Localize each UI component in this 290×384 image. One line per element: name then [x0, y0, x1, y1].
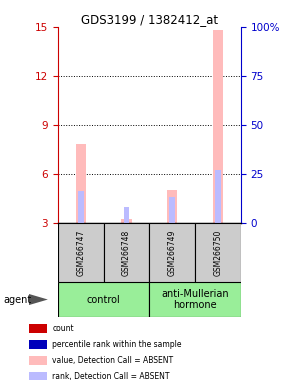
Bar [149, 223, 195, 282]
Text: GSM266749: GSM266749 [168, 229, 177, 276]
Bar [76, 144, 86, 223]
Bar [213, 30, 223, 223]
Bar [78, 191, 84, 223]
Bar [169, 197, 175, 223]
Bar [124, 207, 129, 223]
Bar [122, 220, 132, 223]
Bar [29, 372, 47, 381]
Bar [149, 282, 241, 317]
Text: percentile rank within the sample: percentile rank within the sample [52, 340, 182, 349]
Polygon shape [29, 294, 48, 305]
Bar [195, 223, 241, 282]
Bar [104, 223, 149, 282]
Text: rank, Detection Call = ABSENT: rank, Detection Call = ABSENT [52, 372, 170, 381]
Text: agent: agent [3, 295, 31, 305]
Bar [29, 324, 47, 333]
Text: value, Detection Call = ABSENT: value, Detection Call = ABSENT [52, 356, 173, 365]
Title: GDS3199 / 1382412_at: GDS3199 / 1382412_at [81, 13, 218, 26]
Text: GSM266750: GSM266750 [213, 229, 222, 276]
Bar [215, 170, 221, 223]
Bar [58, 282, 149, 317]
Text: count: count [52, 324, 74, 333]
Bar [29, 340, 47, 349]
Text: GSM266748: GSM266748 [122, 229, 131, 276]
Bar [58, 223, 104, 282]
Text: GSM266747: GSM266747 [76, 229, 85, 276]
Bar [167, 190, 177, 223]
Text: anti-Mullerian
hormone: anti-Mullerian hormone [161, 289, 229, 310]
Bar [29, 356, 47, 364]
Text: control: control [87, 295, 121, 305]
